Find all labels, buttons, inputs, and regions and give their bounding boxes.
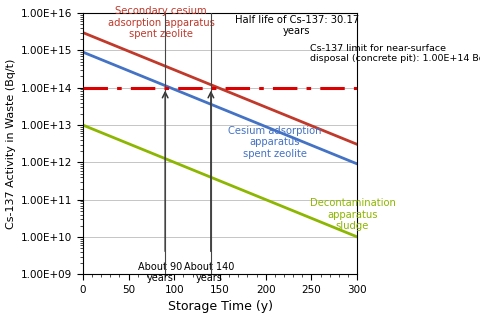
Text: About 140
years: About 140 years — [184, 262, 234, 283]
Text: Cesium adsorption
apparatus
spent zeolite: Cesium adsorption apparatus spent zeolit… — [228, 125, 322, 159]
X-axis label: Storage Time (y): Storage Time (y) — [168, 300, 273, 314]
Text: Cs-137 limit for near-surface
disposal (concrete pit): 1.00E+14 Bq/t: Cs-137 limit for near-surface disposal (… — [310, 44, 480, 63]
Y-axis label: Cs-137 Activity in Waste (Bq/t): Cs-137 Activity in Waste (Bq/t) — [6, 59, 15, 229]
Text: Secondary cesium
adsorption apparatus
spent zeolite: Secondary cesium adsorption apparatus sp… — [108, 6, 215, 39]
Text: Decontamination
apparatus
sludge: Decontamination apparatus sludge — [310, 198, 396, 231]
Text: Half life of Cs-137: 30.17
years: Half life of Cs-137: 30.17 years — [235, 15, 359, 36]
Text: About 90
years: About 90 years — [139, 262, 183, 283]
